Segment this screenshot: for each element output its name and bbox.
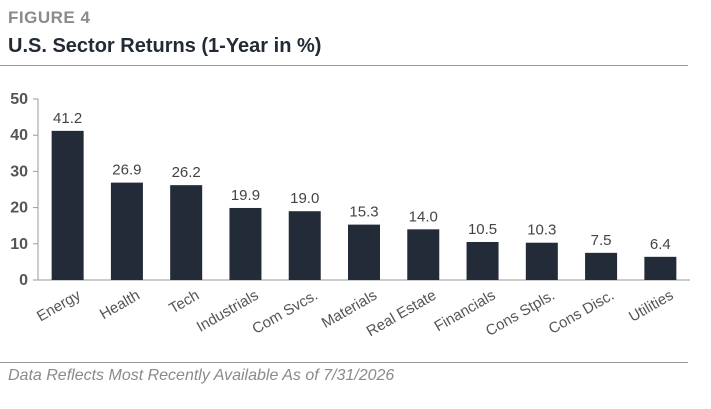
bar: [644, 256, 677, 280]
value-label: 7.5: [591, 232, 612, 249]
x-tick-label: Com Svcs.: [249, 287, 320, 338]
footnote: Data Reflects Most Recently Available As…: [8, 367, 395, 384]
bar: [229, 207, 262, 280]
bar: [466, 241, 499, 280]
bar-series: [51, 130, 677, 280]
x-tick-label: Cons Disc.: [546, 287, 617, 338]
bar: [407, 229, 440, 280]
value-label: 14.0: [409, 208, 438, 225]
bar: [51, 130, 84, 280]
value-label: 19.0: [290, 190, 319, 207]
y-tick-label: 10: [10, 236, 28, 253]
x-tick-label: Industrials: [194, 287, 262, 336]
x-tick-label: Utilities: [626, 287, 676, 326]
bar: [525, 242, 558, 280]
value-label: 41.2: [53, 110, 82, 127]
y-tick-label: 40: [10, 127, 28, 144]
y-tick-label: 50: [10, 91, 28, 108]
y-tick-label: 20: [10, 200, 28, 217]
bar: [348, 224, 380, 280]
bar-chart: 0 10 20 30 40 50 41.2 26.9 26.2 19.9 19.0 15.3 14.0…: [10, 91, 690, 340]
value-label: 15.3: [349, 204, 378, 221]
x-tick-label: Tech: [166, 287, 202, 318]
title-divider: [0, 65, 688, 66]
chart-title: U.S. Sector Returns (1-Year in %): [8, 35, 322, 57]
value-label: 19.9: [231, 187, 260, 204]
value-label: 26.9: [112, 162, 141, 179]
value-label: 10.5: [468, 221, 497, 238]
figure-label: FIGURE 4: [8, 8, 91, 27]
x-tick-label: Health: [97, 287, 143, 323]
bar: [585, 252, 618, 280]
value-label: 6.4: [650, 236, 671, 253]
y-tick-label: 0: [19, 272, 28, 289]
x-tick-label: Energy: [34, 286, 84, 325]
footnote-divider: [0, 362, 688, 363]
value-label: 10.3: [527, 222, 556, 239]
bar: [110, 182, 143, 280]
bar: [170, 185, 203, 280]
value-labels: 41.2 26.9 26.2 19.9 19.0 15.3 14.0 10.5 10.3 7.5 6…: [53, 110, 671, 253]
y-tick-label: 30: [10, 163, 28, 180]
bar: [288, 211, 321, 280]
value-label: 26.2: [172, 164, 201, 181]
